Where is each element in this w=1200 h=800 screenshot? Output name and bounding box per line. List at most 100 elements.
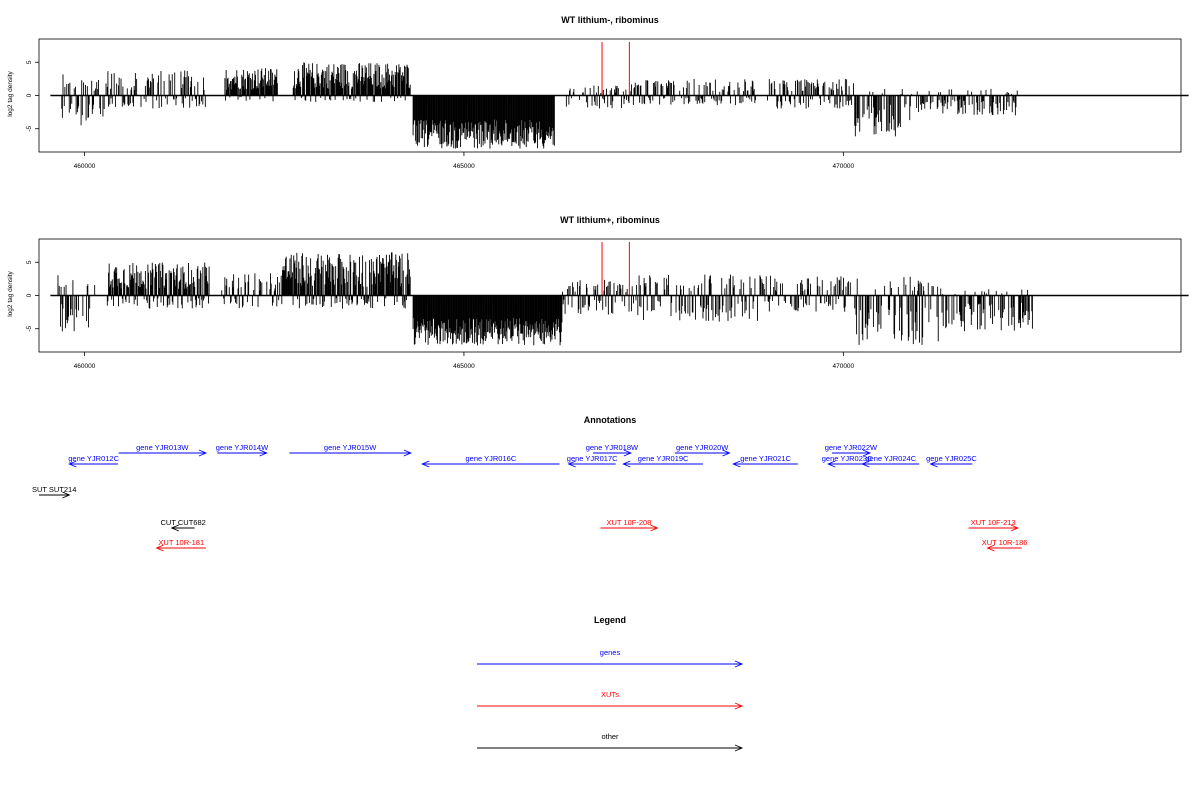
x-tick-label: 460000	[74, 363, 96, 370]
annotation-gene: gene YJR020W	[674, 443, 731, 457]
y-axis-label: log2 tag density	[7, 70, 14, 116]
y-tick-label: 0	[26, 93, 33, 97]
x-tick-label: 470000	[832, 363, 854, 370]
y-tick-label: -5	[26, 325, 33, 331]
annotations-title: Annotations	[584, 415, 637, 425]
annotation-gene: gene YJR014W	[216, 443, 269, 457]
x-tick-label: 465000	[453, 363, 475, 370]
annotation-label: gene YJR022W	[825, 443, 878, 452]
x-axis: 460000465000470000475000	[74, 152, 855, 170]
arrow-head	[861, 460, 870, 468]
legend-items: genes XUTs other	[477, 648, 744, 752]
arrow-head	[734, 660, 744, 668]
annotation-label: gene YJR021C	[740, 454, 791, 463]
annotation-label: XUT 10R-181	[158, 538, 204, 547]
annotation-xut: XUT 10F-213	[968, 518, 1019, 532]
arrow-head	[1010, 524, 1019, 532]
annotation-gene: gene YJR025C	[926, 454, 977, 468]
arrow-head	[650, 524, 659, 532]
x-axis: 460000465000470000475000	[74, 352, 855, 370]
legend: Legend genes XUTs other	[477, 615, 744, 752]
annotation-label: CUT CUT682	[161, 518, 206, 527]
legend-item-other: other	[477, 732, 744, 752]
arrow-head	[623, 449, 633, 457]
x-tick-label: 470000	[832, 163, 854, 170]
y-axis: -5 0 5	[26, 260, 39, 332]
annotation-label: gene YJR024C	[865, 454, 916, 463]
legend-title: Legend	[594, 615, 626, 625]
arrow-head	[732, 460, 741, 468]
arrow-head	[734, 702, 744, 710]
annotation-label: XUT 10F-208	[607, 518, 652, 527]
arrow-head	[827, 460, 836, 468]
y-tick-label: -5	[26, 125, 33, 131]
red-markers	[601, 242, 630, 296]
annotation-gene: gene YJR019C	[622, 454, 703, 468]
y-tick-label: 5	[26, 260, 33, 264]
panel-title: WT lithium+, ribominus	[560, 215, 660, 225]
panel-title: WT lithium-, ribominus	[561, 15, 659, 25]
annotation-label: gene YJR016C	[466, 454, 517, 463]
annotation-other: CUT CUT682	[161, 518, 206, 532]
arrow-head	[170, 524, 179, 532]
annotation-label: XUT 10F-213	[971, 518, 1016, 527]
arrow-head	[259, 449, 268, 457]
annotation-label: SUT SUT214	[32, 485, 76, 494]
x-tick-label: 465000	[453, 163, 475, 170]
legend-label: genes	[600, 648, 621, 657]
annotation-gene: gene YJR012C	[68, 454, 120, 468]
annotation-xut: XUT 10R-186	[982, 538, 1028, 552]
arrow-head	[68, 460, 77, 468]
annotation-gene: gene YJR013W	[118, 443, 208, 457]
annotation-label: gene YJR018W	[586, 443, 639, 452]
annotation-gene: gene YJR024C	[861, 454, 920, 468]
legend-item-xut: XUTs	[477, 690, 744, 710]
arrow-head	[722, 449, 731, 457]
annotation-label: gene YJR013W	[136, 443, 189, 452]
annotation-gene: gene YJR017C	[567, 454, 618, 468]
annotations-track: Annotations gene YJR012C gene YJR013W gene…	[32, 415, 1028, 552]
density-panel-lithium-plus: WT lithium+, ribominus log2 tag density …	[7, 215, 1189, 370]
arrow-head	[929, 460, 938, 468]
annotation-label: gene YJR023C	[822, 454, 873, 463]
annotation-gene: gene YJR015W	[289, 443, 412, 457]
annotation-gene: gene YJR018W	[586, 443, 639, 457]
annotation-label: gene YJR014W	[216, 443, 269, 452]
annotation-label: gene YJR012C	[68, 454, 119, 463]
arrow-head	[734, 744, 744, 752]
y-tick-label: 0	[26, 293, 33, 297]
arrow-head	[567, 460, 576, 468]
red-markers	[601, 42, 630, 96]
y-axis: -5 0 5	[26, 60, 39, 132]
annotation-label: gene YJR020W	[676, 443, 729, 452]
annotation-gene: gene YJR023C	[822, 454, 873, 468]
annotation-label: XUT 10R-186	[982, 538, 1028, 547]
annotation-label: gene YJR019C	[638, 454, 689, 463]
y-tick-label: 5	[26, 60, 33, 64]
annotation-label: gene YJR017C	[567, 454, 618, 463]
annotation-gene: gene YJR016C	[421, 454, 560, 468]
arrow-head	[622, 460, 631, 468]
annotation-label: gene YJR015W	[324, 443, 377, 452]
bar-series	[61, 62, 1018, 149]
arrow-head	[403, 449, 412, 457]
bar-series	[57, 252, 1033, 346]
arrow-head	[862, 449, 872, 457]
arrow-head	[62, 491, 71, 499]
density-panel-lithium-minus: WT lithium-, ribominus log2 tag density …	[7, 15, 1189, 170]
arrow-head	[421, 460, 430, 468]
annotation-gene: gene YJR021C	[732, 454, 798, 468]
arrow-head	[155, 544, 164, 552]
annotation-xut: XUT 10F-208	[600, 518, 659, 532]
annotation-other: SUT SUT214	[32, 485, 76, 499]
arrow-head	[986, 544, 995, 552]
legend-label: XUTs	[601, 690, 619, 699]
annotation-xut: XUT 10R-181	[155, 538, 206, 552]
annotation-gene: gene YJR022W	[825, 443, 878, 457]
legend-label: other	[601, 732, 619, 741]
y-axis-label: log2 tag density	[7, 270, 14, 316]
arrow-head	[198, 449, 208, 457]
annotation-label: gene YJR025C	[926, 454, 977, 463]
legend-item-gene: genes	[477, 648, 744, 668]
